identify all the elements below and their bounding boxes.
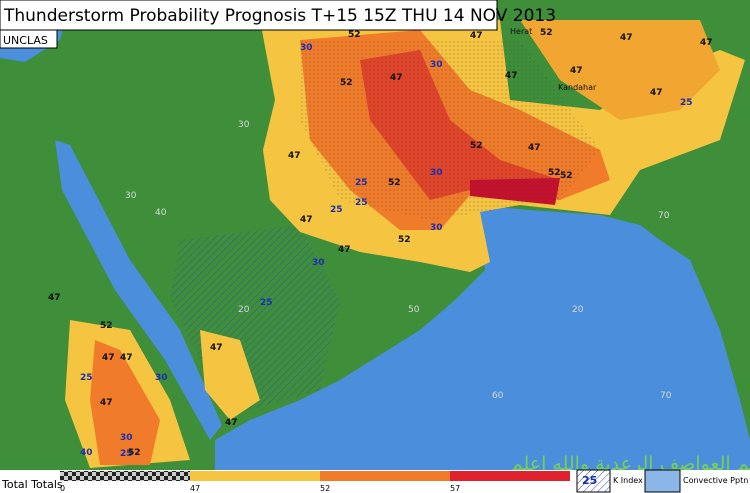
contour-label: 25 (120, 449, 133, 459)
place-label: Kandahar (558, 83, 597, 92)
contour-label: 52 (100, 321, 113, 331)
contour-label: 25 (355, 178, 368, 188)
scale-label: 57 (450, 484, 460, 493)
contour-label: 30 (120, 433, 133, 443)
k-index-label: K Index (613, 476, 643, 485)
watermark: دعم العواصف الرعدية والله اعلم (511, 453, 750, 475)
contour-label: 47 (102, 353, 115, 363)
contour-label: 47 (650, 88, 663, 98)
contour-label: 30 (312, 258, 325, 268)
classification: UNCLAS (3, 34, 48, 47)
grid-label: 40 (155, 208, 167, 218)
contour-label: 52 (548, 168, 561, 178)
pptn-swatch (644, 469, 681, 493)
contour-label: 47 (620, 33, 633, 43)
contour-label: 47 (120, 353, 133, 363)
contour-label: 52 (388, 178, 401, 188)
grid-label: 50 (408, 305, 420, 315)
contour-label: 47 (225, 418, 238, 428)
title: Thunderstorm Probability Prognosis T+15 … (3, 6, 556, 26)
contour-label: 25 (260, 298, 273, 308)
title-box (0, 0, 498, 31)
scale-label: 52 (320, 484, 330, 493)
pptn-label: Convective Pptn (683, 476, 748, 485)
contour-label: 52 (470, 141, 483, 151)
contour-label: 47 (700, 38, 713, 48)
scale-47 (190, 471, 320, 481)
contour-label: 52 (348, 30, 361, 40)
contour-label: 47 (338, 245, 351, 255)
grid-label: 70 (658, 211, 670, 221)
contour-label: 30 (155, 373, 168, 383)
grid-label: 20 (238, 305, 250, 315)
contour-label: 47 (300, 215, 313, 225)
contour-label: 30 (430, 168, 443, 178)
contour-label: 47 (570, 66, 583, 76)
contour-label: 47 (210, 343, 223, 353)
contour-label: 25 (330, 205, 343, 215)
contour-label: 47 (505, 71, 518, 81)
grid-label: 20 (572, 305, 584, 315)
scale-0 (60, 471, 190, 481)
contour-label: 47 (100, 398, 113, 408)
contour-label: 25 (680, 98, 693, 108)
scale-label: 0 (60, 484, 65, 493)
contour-label: 47 (390, 73, 403, 83)
arabian-sea (215, 205, 750, 470)
contour-label: 25 (355, 198, 368, 208)
contour-label: 30 (300, 43, 313, 53)
contour-label: 47 (528, 143, 541, 153)
k-index-swatch (576, 469, 611, 493)
scale-52 (320, 471, 450, 481)
contour-label: 40 (80, 448, 93, 458)
scale-57 (450, 471, 570, 481)
convective-pptn (300, 40, 600, 220)
contour-label: 47 (48, 293, 61, 303)
prob-52-east (520, 20, 720, 120)
contour-label: 52 (540, 28, 553, 38)
place-label: Herat (510, 27, 532, 36)
grid-label: 30 (125, 191, 137, 201)
grid-label: 30 (238, 120, 250, 130)
scale-label: 47 (190, 484, 200, 493)
prob-47-yemen (200, 330, 260, 420)
red-sea (55, 140, 222, 440)
grid-label: 70 (660, 391, 672, 401)
contour-label: 52 (340, 78, 353, 88)
contour-label: 52 (560, 171, 573, 181)
legend-title: Total Totals (1, 478, 63, 491)
contour-label: 52 (128, 448, 141, 458)
contour-label: 52 (398, 235, 411, 245)
contour-label: 30 (430, 60, 443, 70)
contour-label: 47 (288, 151, 301, 161)
contour-label: 47 (470, 31, 483, 41)
grid-label: 60 (492, 391, 504, 401)
prob-52-west (90, 340, 160, 465)
k-index-value: 25 (582, 474, 597, 487)
contour-label: 25 (80, 373, 93, 383)
contour-label: 30 (430, 223, 443, 233)
classification-box (0, 29, 58, 49)
